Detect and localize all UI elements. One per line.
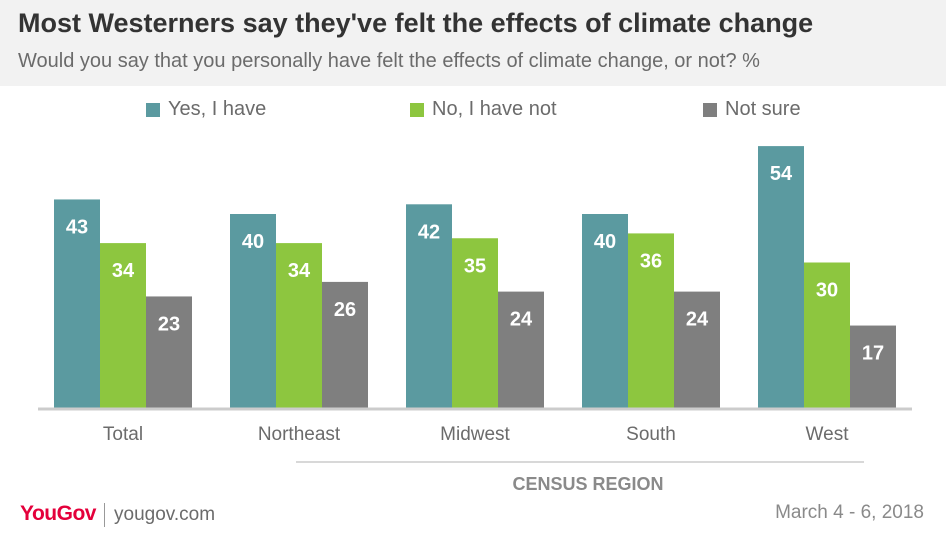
data-label: 36 <box>640 250 662 272</box>
chart-title: Most Westerners say they've felt the eff… <box>18 8 814 38</box>
bar-total-0 <box>54 199 100 408</box>
legend-swatch-not-sure <box>703 102 717 117</box>
bar-west-0 <box>758 146 804 408</box>
bar-west-1 <box>804 262 850 408</box>
legend-label-not-sure: Not sure <box>725 98 801 120</box>
legend-item-yes: Yes, I have <box>146 98 266 121</box>
footer-divider <box>104 503 105 527</box>
category-label: Northeast <box>258 424 341 445</box>
bar-west-2 <box>850 325 896 408</box>
bar-south-2 <box>674 291 720 408</box>
category-label: South <box>626 424 676 445</box>
category-label: Midwest <box>440 424 510 445</box>
data-label: 34 <box>288 260 311 282</box>
category-label: Total <box>103 424 143 445</box>
group-label: CENSUS REGION <box>512 474 663 494</box>
bar-south-1 <box>628 233 674 408</box>
bar-total-1 <box>100 243 146 408</box>
legend: Yes, I have No, I have not Not sure <box>0 98 946 126</box>
header-band: Most Westerners say they've felt the eff… <box>0 0 946 86</box>
bar-midwest-1 <box>452 238 498 408</box>
category-label: West <box>806 424 850 445</box>
data-label: 24 <box>686 309 709 331</box>
data-label: 30 <box>816 280 838 302</box>
legend-swatch-yes <box>146 102 160 117</box>
data-label: 17 <box>862 343 884 365</box>
bar-northeast-2 <box>322 281 368 408</box>
bar-total-2 <box>146 296 192 408</box>
data-label: 35 <box>464 255 486 277</box>
legend-item-not-sure: Not sure <box>703 98 801 121</box>
bar-chart: 43 34 23 Total 40 34 26 Northeast 42 35 24 Midwest 4… <box>38 146 912 494</box>
bar-midwest-0 <box>406 204 452 408</box>
footer-url: yougov.com <box>114 504 216 525</box>
data-label: 34 <box>112 260 135 282</box>
legend-swatch-no <box>410 102 424 117</box>
bar-south-0 <box>582 214 628 408</box>
data-label: 23 <box>158 313 180 335</box>
bar-northeast-1 <box>276 243 322 408</box>
legend-item-no: No, I have not <box>410 98 557 121</box>
data-label: 40 <box>594 231 616 253</box>
legend-label-yes: Yes, I have <box>168 98 267 120</box>
bar-midwest-2 <box>498 291 544 408</box>
data-label: 54 <box>770 163 793 185</box>
data-label: 42 <box>418 221 440 243</box>
yougov-logo: YouGov <box>20 502 96 525</box>
bar-northeast-0 <box>230 214 276 408</box>
data-label: 43 <box>66 216 88 238</box>
data-label: 24 <box>510 309 533 331</box>
legend-label-no: No, I have not <box>432 98 557 120</box>
data-label: 40 <box>242 231 264 253</box>
chart-subtitle: Would you say that you personally have f… <box>18 50 760 72</box>
data-label: 26 <box>334 299 356 321</box>
footer-date: March 4 - 6, 2018 <box>775 502 924 523</box>
